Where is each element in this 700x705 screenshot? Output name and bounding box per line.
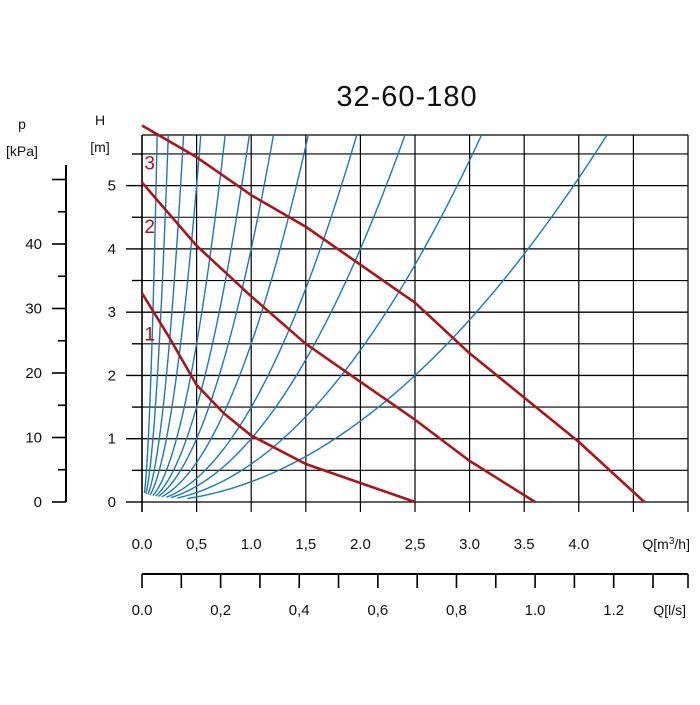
pump-curve-label-2: 2	[144, 217, 155, 238]
system-curve	[145, 134, 169, 494]
q-ls-tick-label: 1.2	[603, 602, 624, 619]
q-m3h-tick-label: 3.5	[514, 536, 535, 553]
pump-curves: 1 2 3	[140, 124, 646, 504]
system-curve	[143, 134, 158, 493]
q-ls-tick-label: 0,4	[289, 602, 310, 619]
q-m3h-tick-label: 4.0	[568, 536, 589, 553]
q-m3h-tick-label: 2.0	[350, 536, 371, 553]
kpa-axis-tick-label: 20	[25, 365, 42, 382]
pump-curve-1	[140, 292, 416, 504]
axes: 0 1 2 3 4 5 0 10 20 30 40 0.0 0,5 1.0 1,5 2.0 2,5 3.0 3.5 4…	[25, 153, 689, 619]
pump-curve-label-3: 3	[144, 153, 155, 174]
q-m3h-axis-label: Q[m3/h]	[642, 536, 690, 552]
system-curves	[143, 134, 608, 500]
kpa-axis-tick-label: 10	[25, 430, 42, 447]
q-m3h-tick-label: 0,5	[186, 536, 207, 553]
system-curve	[166, 134, 358, 498]
h-axis-tick-label: 0	[108, 494, 116, 511]
q-ls-tick-label: 0.0	[132, 602, 153, 619]
system-curve	[152, 134, 226, 497]
h-axis-symbol: H	[95, 112, 105, 128]
system-curve	[177, 134, 483, 499]
chart-title: 32-60-180	[336, 81, 477, 113]
system-curve	[155, 134, 251, 497]
pump-curve-2	[141, 181, 536, 504]
h-axis-tick-label: 5	[108, 178, 116, 195]
system-curve	[170, 134, 406, 499]
q-m3h-tick-label: 1.0	[241, 536, 262, 553]
kpa-axis-unit: [kPa]	[6, 143, 38, 159]
h-axis-tick-label: 1	[108, 431, 116, 448]
h-axis-tick-label: 3	[108, 304, 116, 321]
kpa-axis-tick-label: 0	[34, 494, 42, 511]
kpa-axis-tick-label: 30	[25, 301, 42, 318]
q-m3h-tick-label: 1,5	[295, 536, 316, 553]
system-curve	[149, 134, 202, 496]
h-axis-tick-label: 4	[108, 241, 116, 258]
pump-curve-label-1: 1	[144, 324, 155, 345]
system-curve	[157, 134, 275, 497]
system-curve	[147, 134, 185, 495]
q-m3h-tick-label: 3.0	[459, 536, 480, 553]
q-ls-tick-label: 0,2	[210, 602, 231, 619]
kpa-axis-symbol: p	[18, 116, 26, 132]
system-curve	[161, 134, 310, 498]
q-ls-tick-label: 0,8	[446, 602, 467, 619]
kpa-axis-tick-label: 40	[25, 236, 42, 253]
h-axis-tick-label: 2	[108, 367, 116, 384]
q-ls-tick-label: 0,6	[367, 602, 388, 619]
grid-lines	[141, 134, 689, 512]
h-axis-unit: [m]	[90, 139, 109, 155]
system-curve	[187, 134, 608, 500]
q-m3h-tick-label: 2,5	[405, 536, 426, 553]
q-m3h-tick-label: 0.0	[132, 536, 153, 553]
q-ls-tick-label: 1.0	[525, 602, 546, 619]
pump-curve-3	[141, 124, 646, 503]
q-ls-axis-label: Q[l/s]	[653, 602, 686, 618]
